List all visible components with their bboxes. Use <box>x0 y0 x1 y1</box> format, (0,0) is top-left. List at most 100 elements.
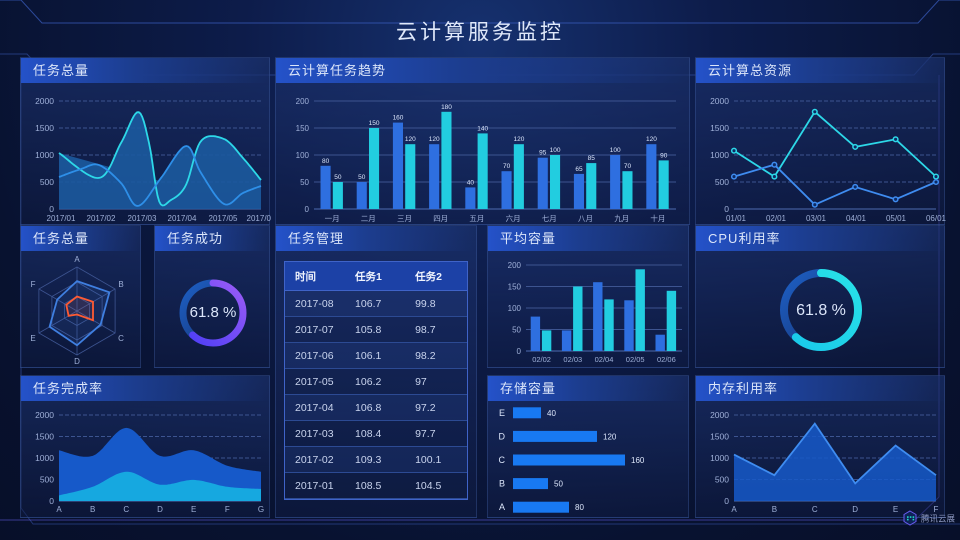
svg-text:160: 160 <box>631 456 645 465</box>
svg-text:61.8 %: 61.8 % <box>796 302 846 319</box>
svg-text:50: 50 <box>358 174 366 181</box>
svg-text:0: 0 <box>305 205 310 214</box>
svg-text:B: B <box>118 280 123 289</box>
svg-text:2000: 2000 <box>35 96 54 106</box>
svg-text:120: 120 <box>513 136 524 143</box>
svg-text:03/01: 03/01 <box>806 214 827 223</box>
svg-text:140: 140 <box>477 125 488 132</box>
svg-text:A: A <box>731 505 737 514</box>
svg-text:二月: 二月 <box>361 214 376 223</box>
svg-text:D: D <box>499 431 506 441</box>
svg-text:G: G <box>258 505 264 514</box>
svg-text:C: C <box>812 505 818 514</box>
svg-text:02/03: 02/03 <box>563 355 582 364</box>
svg-text:1500: 1500 <box>710 432 729 442</box>
svg-text:E: E <box>893 505 898 514</box>
svg-text:80: 80 <box>322 158 330 165</box>
svg-text:200: 200 <box>508 261 522 270</box>
svg-text:160: 160 <box>393 115 404 122</box>
svg-text:1500: 1500 <box>35 123 54 133</box>
svg-text:500: 500 <box>40 475 54 485</box>
svg-text:100: 100 <box>296 151 310 160</box>
svg-text:腾讯云展: 腾讯云展 <box>921 514 956 524</box>
svg-text:1500: 1500 <box>710 123 729 133</box>
svg-text:三月: 三月 <box>397 214 412 223</box>
svg-text:A: A <box>56 505 62 514</box>
svg-text:七月: 七月 <box>542 214 557 223</box>
svg-text:90: 90 <box>660 152 668 159</box>
svg-text:A: A <box>499 502 505 512</box>
svg-text:150: 150 <box>369 120 380 127</box>
svg-text:0: 0 <box>517 347 522 356</box>
svg-text:B: B <box>90 505 95 514</box>
svg-text:2017/02: 2017/02 <box>87 214 116 223</box>
svg-text:2017/05: 2017/05 <box>209 214 238 223</box>
svg-text:八月: 八月 <box>578 214 593 223</box>
svg-text:B: B <box>499 479 505 489</box>
svg-text:40: 40 <box>547 409 556 418</box>
svg-text:100: 100 <box>610 147 621 154</box>
svg-text:500: 500 <box>715 475 729 485</box>
svg-text:150: 150 <box>508 283 522 292</box>
svg-text:C: C <box>118 334 124 343</box>
svg-text:A: A <box>74 255 80 264</box>
svg-text:2000: 2000 <box>35 410 54 420</box>
svg-text:150: 150 <box>296 124 310 133</box>
svg-text:40: 40 <box>467 179 475 186</box>
svg-text:D: D <box>157 505 163 514</box>
svg-text:2017/01: 2017/01 <box>47 214 76 223</box>
svg-text:02/05: 02/05 <box>626 355 645 364</box>
svg-text:四月: 四月 <box>433 214 448 223</box>
svg-text:C: C <box>123 505 129 514</box>
svg-text:05/01: 05/01 <box>886 214 907 223</box>
svg-text:九月: 九月 <box>614 214 629 223</box>
svg-text:D: D <box>852 505 858 514</box>
svg-text:2017/03: 2017/03 <box>128 214 157 223</box>
svg-text:0: 0 <box>49 204 54 214</box>
svg-text:E: E <box>191 505 196 514</box>
svg-text:61.8 %: 61.8 % <box>190 304 237 321</box>
svg-text:F: F <box>31 280 36 289</box>
svg-text:0: 0 <box>49 496 54 506</box>
svg-text:95: 95 <box>539 150 547 157</box>
svg-text:500: 500 <box>40 177 54 187</box>
svg-text:50: 50 <box>512 326 521 335</box>
svg-text:70: 70 <box>503 163 511 170</box>
svg-text:E: E <box>499 408 505 418</box>
svg-text:500: 500 <box>715 177 729 187</box>
svg-text:85: 85 <box>588 155 596 162</box>
svg-text:50: 50 <box>554 480 563 489</box>
svg-text:02/01: 02/01 <box>766 214 787 223</box>
svg-text:2017/04: 2017/04 <box>168 214 197 223</box>
svg-text:五月: 五月 <box>469 214 484 223</box>
svg-text:E: E <box>30 334 35 343</box>
svg-text:0: 0 <box>724 496 729 506</box>
svg-text:十月: 十月 <box>650 213 665 223</box>
svg-text:C: C <box>499 455 506 465</box>
svg-text:2000: 2000 <box>710 96 729 106</box>
svg-text:100: 100 <box>508 304 522 313</box>
svg-text:50: 50 <box>334 174 342 181</box>
svg-text:2017/06: 2017/06 <box>247 214 271 223</box>
svg-text:70: 70 <box>624 163 632 170</box>
svg-text:06/01: 06/01 <box>926 214 946 223</box>
svg-text:2000: 2000 <box>710 410 729 420</box>
svg-text:200: 200 <box>296 97 310 106</box>
svg-text:01/01: 01/01 <box>726 214 747 223</box>
svg-text:1000: 1000 <box>710 453 729 463</box>
svg-text:50: 50 <box>300 178 309 187</box>
svg-text:02/06: 02/06 <box>657 355 676 364</box>
svg-text:120: 120 <box>429 136 440 143</box>
svg-text:100: 100 <box>550 147 561 154</box>
svg-text:0: 0 <box>724 204 729 214</box>
svg-text:02/02: 02/02 <box>532 355 551 364</box>
svg-text:04/01: 04/01 <box>846 214 867 223</box>
svg-text:120: 120 <box>646 136 657 143</box>
svg-text:1000: 1000 <box>35 453 54 463</box>
svg-text:80: 80 <box>575 503 584 512</box>
svg-text:02/04: 02/04 <box>595 355 614 364</box>
svg-text:1500: 1500 <box>35 432 54 442</box>
svg-text:六月: 六月 <box>506 213 521 223</box>
svg-text:120: 120 <box>405 136 416 143</box>
svg-text:1000: 1000 <box>35 150 54 160</box>
